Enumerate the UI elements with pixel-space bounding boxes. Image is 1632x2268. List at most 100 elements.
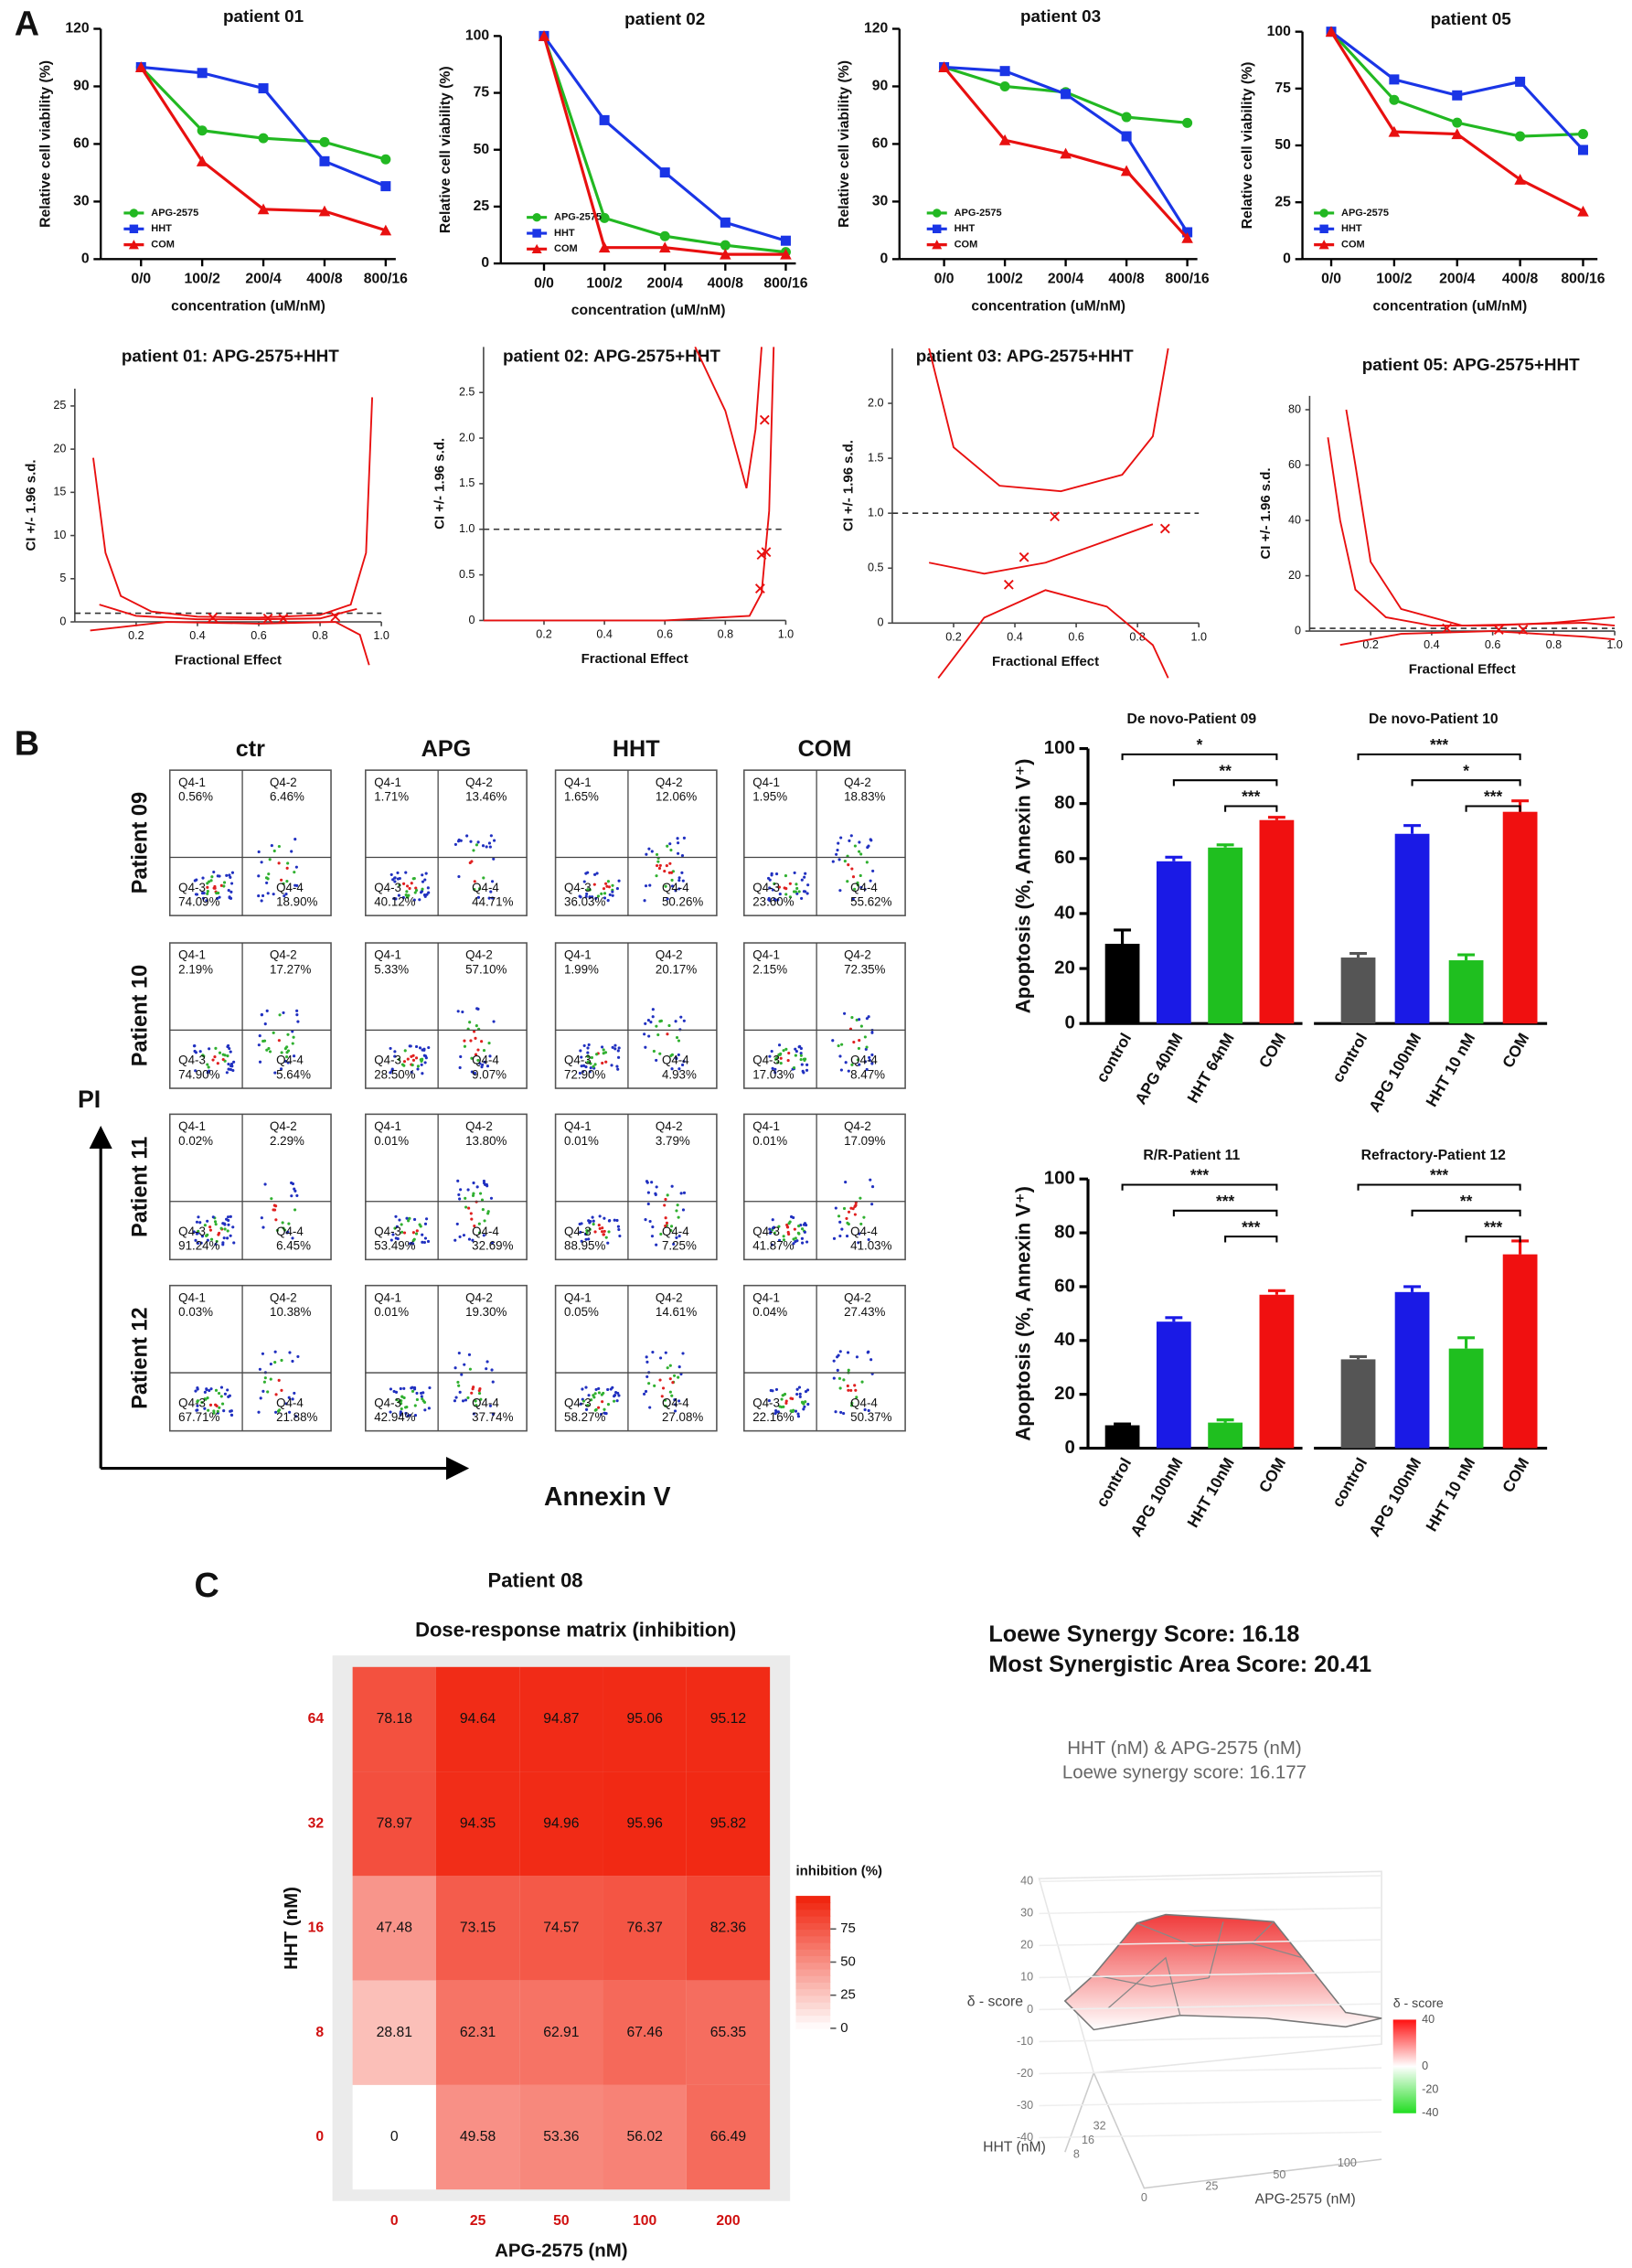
event-dot — [601, 1226, 604, 1230]
x-tick-label: 25 — [470, 2213, 486, 2229]
y-tick-label: 120 — [864, 21, 889, 37]
event-dot — [412, 877, 416, 881]
event-dot — [193, 1044, 197, 1048]
x-tick-label: 100/2 — [1376, 272, 1413, 287]
event-dot — [677, 851, 680, 855]
y-axis-label: CI +/- 1.96 s.d. — [1258, 467, 1274, 559]
event-dot — [803, 1058, 806, 1062]
chart-title: patient 01: APG-2575+HHT — [122, 347, 339, 366]
event-dot — [273, 1361, 277, 1364]
event-dot — [226, 1054, 229, 1058]
event-dot — [404, 1411, 408, 1416]
event-dot — [644, 1218, 647, 1222]
ci-point — [208, 612, 219, 623]
event-dot — [767, 898, 771, 902]
event-dot — [842, 1411, 846, 1416]
x-tick-label: 0.8 — [1546, 638, 1563, 651]
event-dot — [216, 1409, 219, 1413]
event-dot — [592, 1223, 595, 1226]
event-dot — [471, 1238, 475, 1242]
chart-title: De novo-Patient 09 — [1127, 711, 1257, 727]
event-dot — [660, 1395, 664, 1398]
error-bar — [1216, 1418, 1234, 1423]
event-dot — [645, 1180, 649, 1183]
event-dot — [838, 1234, 842, 1238]
x-tick-label: 0.8 — [718, 628, 734, 641]
event-dot — [490, 1368, 494, 1372]
event-dot — [588, 895, 592, 900]
event-dot — [679, 1372, 683, 1376]
y-tick-label: 120 — [65, 21, 90, 37]
event-dot — [485, 845, 488, 849]
cell-label: 94.35 — [460, 1815, 496, 1831]
event-dot — [668, 842, 672, 846]
event-dot — [211, 1215, 215, 1219]
event-dot — [667, 1023, 671, 1028]
event-dot — [488, 1054, 492, 1058]
event-dot — [457, 838, 461, 842]
x-tick-label: 200 — [716, 2213, 741, 2229]
event-dot — [587, 1237, 591, 1241]
cell-label: 62.91 — [543, 2025, 579, 2040]
event-dot — [606, 880, 610, 883]
event-dot — [870, 1031, 874, 1034]
ci-curve — [937, 589, 1169, 679]
event-dot — [462, 1234, 466, 1237]
event-dot — [677, 1039, 681, 1043]
event-dot — [771, 1226, 775, 1230]
event-dot — [200, 1235, 205, 1238]
event-dot — [802, 1223, 806, 1226]
event-dot — [453, 1366, 457, 1370]
event-dot — [293, 838, 297, 841]
event-dot — [206, 882, 209, 885]
event-dot — [838, 1220, 842, 1224]
event-dot — [646, 1202, 650, 1206]
event-dot — [601, 1400, 604, 1404]
x-tick-label: 0/0 — [131, 272, 151, 287]
flow-plot: Q4-10.03%Q4-210.38%Q4-367.71%Q4-421.88% — [168, 1284, 332, 1432]
event-dot — [470, 1056, 474, 1060]
cell-label: 73.15 — [460, 1920, 496, 1936]
event-dot — [585, 892, 589, 896]
event-dot — [603, 1411, 606, 1415]
event-dot — [801, 1401, 805, 1405]
event-dot — [800, 1063, 804, 1066]
marker — [599, 114, 610, 125]
event-dot — [779, 1052, 783, 1055]
quadrant-name: Q4-4 — [472, 1396, 499, 1409]
event-dot — [677, 879, 681, 883]
quadrant-name: Q4-3 — [374, 881, 401, 894]
marker — [257, 203, 270, 215]
event-dot — [798, 1044, 802, 1048]
legend-label: HHT — [151, 223, 172, 234]
marker — [1388, 125, 1401, 137]
flow-plot: Q4-11.99%Q4-220.17%Q4-372.90%Q4-44.93% — [554, 942, 718, 1089]
event-dot — [658, 1356, 663, 1360]
event-dot — [402, 882, 406, 885]
event-dot — [600, 892, 603, 895]
heat-cell — [352, 2084, 436, 2190]
event-dot — [400, 1063, 404, 1066]
event-dot — [277, 1039, 281, 1043]
event-dot — [793, 871, 796, 875]
event-dot — [677, 876, 681, 880]
event-dot — [677, 841, 680, 845]
event-dot — [192, 1230, 196, 1234]
event-dot — [852, 1040, 856, 1044]
quadrant-name: Q4-1 — [564, 776, 592, 789]
event-dot — [232, 1241, 236, 1245]
event-dot — [410, 882, 413, 885]
event-dot — [212, 870, 216, 874]
event-dot — [869, 838, 872, 841]
event-dot — [262, 1380, 266, 1384]
ci-curve — [928, 348, 1169, 493]
quadrant-name: Q4-3 — [374, 1225, 401, 1238]
event-dot — [606, 1387, 610, 1392]
quadrant-name: Q4-3 — [178, 1396, 206, 1409]
event-dot — [474, 1053, 478, 1056]
marker — [1577, 205, 1589, 217]
event-dot — [477, 1392, 482, 1396]
event-dot — [400, 1223, 403, 1226]
y-tick-label: 100 — [1044, 737, 1075, 758]
event-dot — [800, 1241, 805, 1245]
